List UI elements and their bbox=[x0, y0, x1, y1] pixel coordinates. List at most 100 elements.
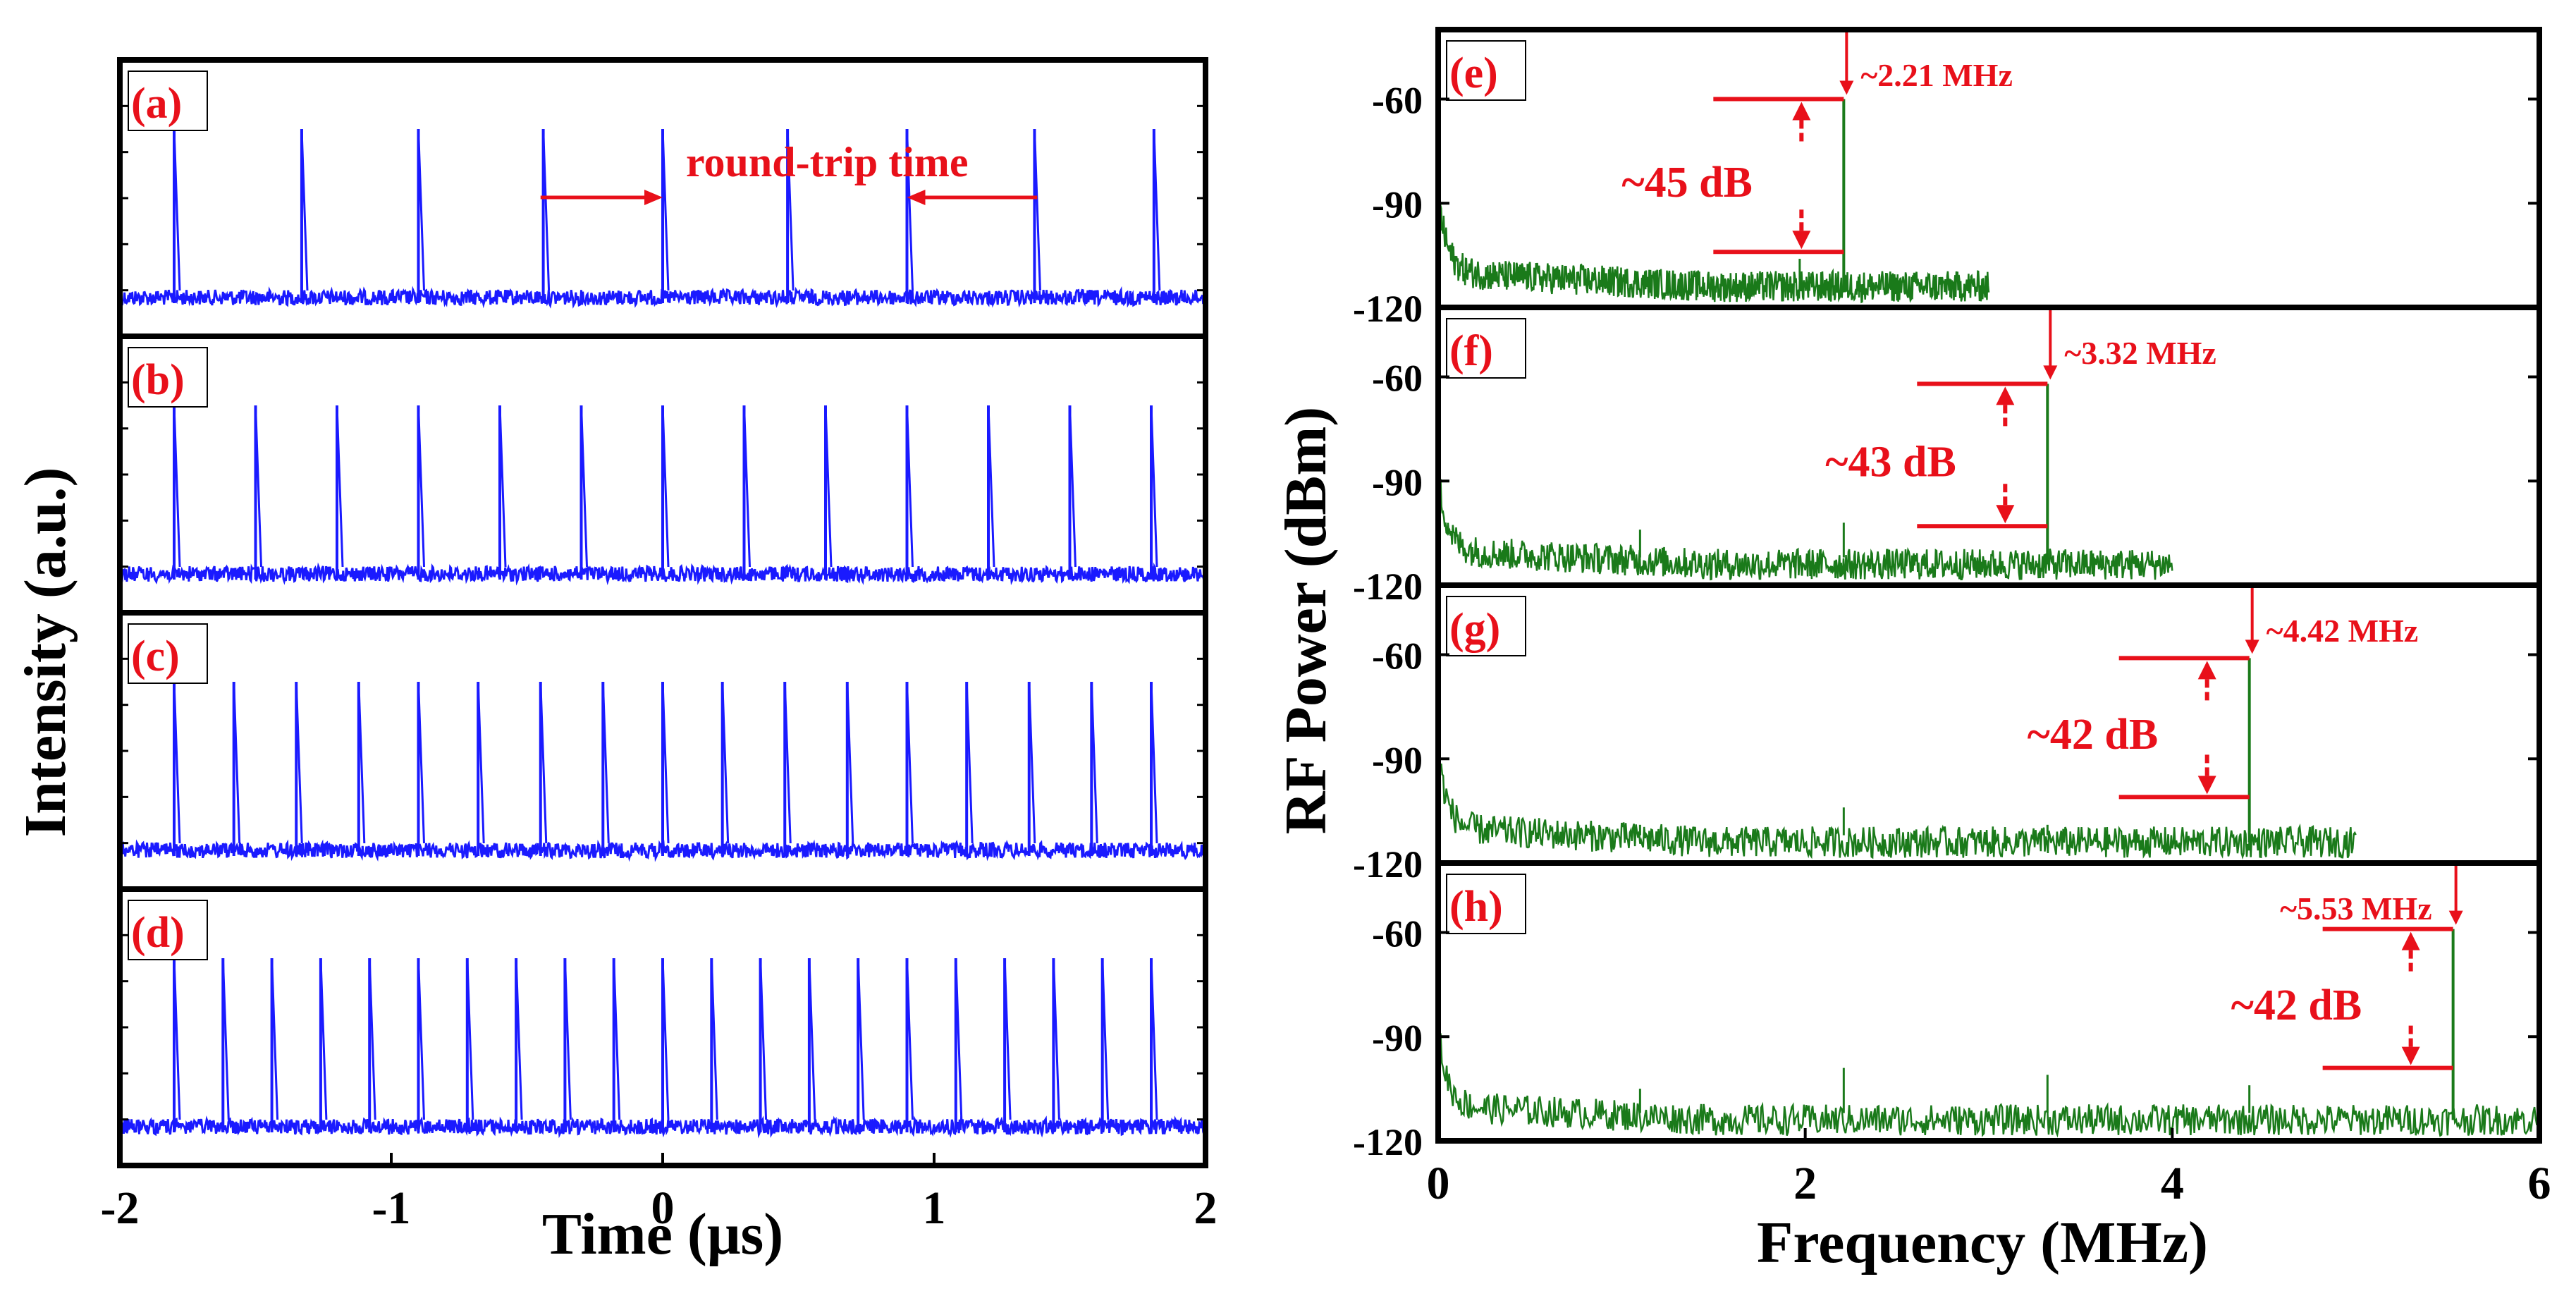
panel-label-box bbox=[1446, 596, 1526, 656]
y-tick-label: -90 bbox=[1372, 1017, 1423, 1059]
pulse-decay bbox=[1090, 681, 1098, 844]
panel-label-box bbox=[1446, 40, 1526, 101]
panel-label: (h) bbox=[1449, 883, 1503, 931]
y-tick-label: -120 bbox=[1353, 288, 1423, 330]
pulse-decay bbox=[1150, 405, 1158, 568]
pulse-decay bbox=[710, 957, 718, 1120]
time-panel-b: (b) bbox=[117, 334, 1208, 616]
pulse-decay bbox=[613, 957, 621, 1120]
pulse-decay bbox=[987, 405, 995, 568]
panel-label-box bbox=[128, 71, 208, 131]
right-y-axis-title: RF Power (dBm) bbox=[1273, 407, 1339, 835]
snr-arrowhead-down bbox=[2197, 776, 2216, 795]
y-tick-label: -60 bbox=[1372, 635, 1423, 678]
y-tick-label: -120 bbox=[1353, 1121, 1423, 1163]
pulse-decay bbox=[173, 957, 181, 1120]
pulse-decay bbox=[539, 681, 548, 844]
x-tick-label: 6 bbox=[2528, 1158, 2551, 1209]
right-x-axis-title: Frequency (MHz) bbox=[1757, 1210, 2208, 1275]
snr-arrowhead-down bbox=[2401, 1046, 2420, 1065]
snr-label: ~43 dB bbox=[1825, 438, 1956, 486]
pulse-decay bbox=[1101, 957, 1110, 1120]
rf-spectrum-plot: ~45 dB ~2.21 MHz (e) -60 -90 -120 ~43 dB ~3.32 … bbox=[1353, 27, 2551, 1209]
left-y-axis-title: Intensity (a.u.) bbox=[13, 467, 78, 837]
pulse-decay bbox=[1153, 128, 1161, 291]
pulse-decay bbox=[271, 957, 279, 1120]
pulse-decay bbox=[300, 128, 309, 291]
y-tick-label: -90 bbox=[1372, 183, 1423, 226]
pulse-decay bbox=[965, 681, 974, 844]
pulse-decay bbox=[336, 405, 344, 568]
pulse-decay bbox=[743, 405, 751, 568]
pulse-decay bbox=[357, 681, 366, 844]
panel-label-box bbox=[128, 347, 208, 408]
round-trip-arrowhead-left bbox=[644, 190, 663, 205]
pulse-decay bbox=[295, 681, 303, 844]
snr-arrowhead-up bbox=[1792, 102, 1811, 121]
pulse-decay bbox=[1033, 128, 1041, 291]
pulse-decay bbox=[906, 405, 914, 568]
panel-label: (d) bbox=[131, 909, 185, 957]
pulse-decay bbox=[580, 405, 588, 568]
spectrum-noise bbox=[1437, 36, 1990, 304]
x-tick-label: -1 bbox=[372, 1182, 411, 1234]
pulse-decay bbox=[498, 405, 507, 568]
y-tick-label: -90 bbox=[1372, 739, 1423, 781]
pulse-decay bbox=[906, 128, 914, 291]
panel-label-box bbox=[1446, 874, 1526, 934]
snr-arrowhead-down bbox=[1996, 505, 2015, 524]
pulse-decay bbox=[515, 957, 523, 1120]
pulse-decay bbox=[661, 128, 670, 291]
pulse-decay bbox=[368, 957, 376, 1120]
round-trip-arrowhead-right bbox=[907, 190, 926, 205]
pulse-decay bbox=[233, 681, 241, 844]
peak-frequency-label: ~5.53 MHz bbox=[2280, 891, 2432, 926]
x-tick-label: 2 bbox=[1793, 1158, 1817, 1209]
x-tick-label: 2 bbox=[1194, 1182, 1218, 1234]
spectrum-noise bbox=[1438, 869, 2540, 1138]
time-panel-c: (c) bbox=[117, 610, 1208, 892]
time-trace-plot: (a) (b) (c) (d) round-trip time -2 -1 0 1 2 bbox=[101, 57, 1218, 1234]
panel-frame bbox=[1435, 305, 2542, 588]
x-tick-label: 1 bbox=[923, 1182, 946, 1234]
peak-pointer-head bbox=[2448, 910, 2463, 925]
y-tick-label: -60 bbox=[1372, 913, 1423, 955]
x-tick-label: 4 bbox=[2161, 1158, 2184, 1209]
panel-label: (f) bbox=[1449, 327, 1493, 375]
x-tick-label: 0 bbox=[651, 1182, 675, 1234]
peak-pointer-head bbox=[2043, 365, 2058, 380]
pulse-decay bbox=[857, 957, 865, 1120]
y-tick-label: -90 bbox=[1372, 461, 1423, 503]
pulse-decay bbox=[1028, 681, 1036, 844]
pulse-decay bbox=[601, 681, 610, 844]
pulse-decay bbox=[661, 957, 670, 1120]
x-tick-label: 0 bbox=[1427, 1158, 1450, 1209]
y-tick-label: -60 bbox=[1372, 357, 1423, 400]
pulse-decay bbox=[563, 957, 572, 1120]
pulse-decay bbox=[808, 957, 816, 1120]
pulse-decay bbox=[417, 405, 425, 568]
panel-label-box bbox=[128, 623, 208, 684]
peak-frequency-label: ~3.32 MHz bbox=[2064, 335, 2216, 371]
panel-label: (b) bbox=[131, 356, 185, 404]
panel-label: (g) bbox=[1449, 605, 1500, 653]
panel-frame bbox=[1435, 860, 2542, 1144]
panel-label: (c) bbox=[131, 632, 180, 680]
spectrum-noise bbox=[1437, 314, 2173, 581]
pulse-decay bbox=[477, 681, 485, 844]
time-panel-d: (d) bbox=[117, 886, 1208, 1168]
pulse-decay bbox=[1150, 681, 1158, 844]
y-tick-label: -60 bbox=[1372, 80, 1423, 122]
pulse-decay bbox=[955, 957, 963, 1120]
peak-pointer-head bbox=[1839, 80, 1854, 95]
left-x-axis-title: Time (μs) bbox=[542, 1201, 783, 1267]
pulse-decay bbox=[417, 128, 425, 291]
pulse-decay bbox=[1069, 405, 1077, 568]
pulse-decay bbox=[1052, 957, 1060, 1120]
pulse-decay bbox=[721, 681, 730, 844]
pulse-decay bbox=[846, 681, 854, 844]
pulse-decay bbox=[1003, 957, 1012, 1120]
snr-arrowhead-up bbox=[1996, 386, 2015, 405]
pulse-decay bbox=[906, 957, 914, 1120]
pulse-decay bbox=[173, 681, 181, 844]
